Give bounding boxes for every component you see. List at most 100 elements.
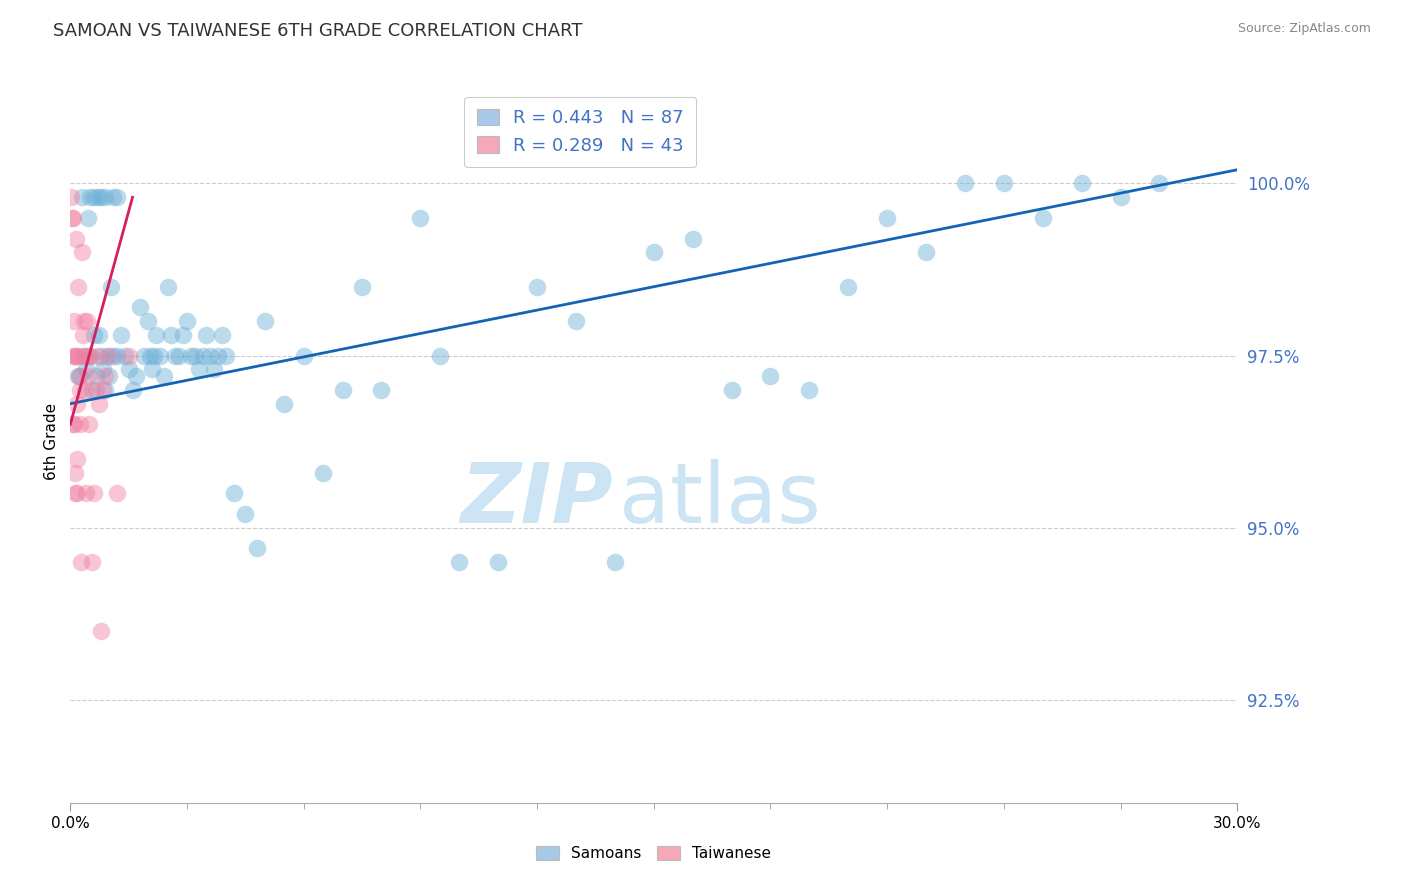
Point <box>83 327 105 342</box>
Point <box>94 369 117 384</box>
Point <box>65 349 87 363</box>
Point <box>105 190 128 204</box>
Point <box>160 327 183 342</box>
Point <box>62 314 84 328</box>
Point <box>70 245 93 260</box>
Point <box>70 190 93 204</box>
Point <box>75 383 97 397</box>
Point <box>65 231 87 245</box>
Point <box>409 211 432 225</box>
Point <box>79 349 101 363</box>
Point <box>66 349 89 363</box>
Point <box>165 349 187 363</box>
Point <box>67 369 90 384</box>
Point <box>83 190 105 204</box>
Point <box>114 349 136 363</box>
Point <box>93 362 115 376</box>
Point <box>62 211 84 225</box>
Point <box>101 349 124 363</box>
Point <box>876 211 898 225</box>
Point <box>682 231 704 245</box>
Point <box>312 466 335 480</box>
Point <box>90 190 112 204</box>
Point <box>76 211 98 225</box>
Point <box>211 327 233 342</box>
Point <box>90 624 112 638</box>
Point <box>76 314 98 328</box>
Point <box>643 245 665 260</box>
Point <box>69 369 91 384</box>
Point <box>486 555 509 569</box>
Point <box>233 507 256 521</box>
Point <box>94 383 117 397</box>
Point <box>76 349 98 363</box>
Point <box>449 555 471 569</box>
Point <box>86 190 108 204</box>
Point <box>84 369 107 384</box>
Point <box>526 279 548 293</box>
Point <box>145 327 167 342</box>
Point <box>993 177 1015 191</box>
Point <box>136 314 159 328</box>
Point <box>799 383 821 397</box>
Point <box>184 349 207 363</box>
Point <box>100 279 122 293</box>
Point <box>180 349 202 363</box>
Point <box>253 314 276 328</box>
Point <box>429 349 451 363</box>
Text: Source: ZipAtlas.com: Source: ZipAtlas.com <box>1237 22 1371 36</box>
Point <box>79 190 101 204</box>
Point <box>222 486 245 500</box>
Point <box>149 349 172 363</box>
Point <box>96 349 118 363</box>
Point <box>80 383 103 397</box>
Point <box>77 369 100 384</box>
Point <box>759 369 782 384</box>
Point <box>62 349 84 363</box>
Point <box>720 383 742 397</box>
Point <box>121 383 143 397</box>
Point <box>172 327 194 342</box>
Point <box>105 486 128 500</box>
Point <box>152 369 174 384</box>
Point <box>1109 190 1132 204</box>
Point <box>89 327 111 342</box>
Point <box>156 279 179 293</box>
Point <box>90 349 112 363</box>
Point <box>101 190 124 204</box>
Point <box>98 349 121 363</box>
Point <box>80 555 103 569</box>
Text: ZIP: ZIP <box>460 458 613 540</box>
Point <box>67 369 90 384</box>
Y-axis label: 6th Grade: 6th Grade <box>44 403 59 480</box>
Point <box>246 541 269 556</box>
Point <box>73 349 96 363</box>
Point <box>565 314 588 328</box>
Point <box>141 362 163 376</box>
Point <box>110 327 132 342</box>
Point <box>75 486 97 500</box>
Point <box>63 349 86 363</box>
Point <box>60 211 83 225</box>
Point <box>70 555 93 569</box>
Point <box>191 349 214 363</box>
Legend: Samoans, Taiwanese: Samoans, Taiwanese <box>530 840 778 867</box>
Point <box>207 349 229 363</box>
Point <box>86 349 108 363</box>
Point <box>105 349 128 363</box>
Point <box>72 327 94 342</box>
Point <box>83 486 105 500</box>
Point <box>187 362 209 376</box>
Point <box>837 279 859 293</box>
Point <box>72 349 94 363</box>
Point <box>67 279 90 293</box>
Point <box>195 327 218 342</box>
Point <box>129 301 152 315</box>
Point <box>93 383 115 397</box>
Point <box>63 486 86 500</box>
Point <box>176 314 198 328</box>
Point <box>1070 177 1092 191</box>
Point <box>139 349 162 363</box>
Point <box>94 190 117 204</box>
Text: SAMOAN VS TAIWANESE 6TH GRADE CORRELATION CHART: SAMOAN VS TAIWANESE 6TH GRADE CORRELATIO… <box>53 22 583 40</box>
